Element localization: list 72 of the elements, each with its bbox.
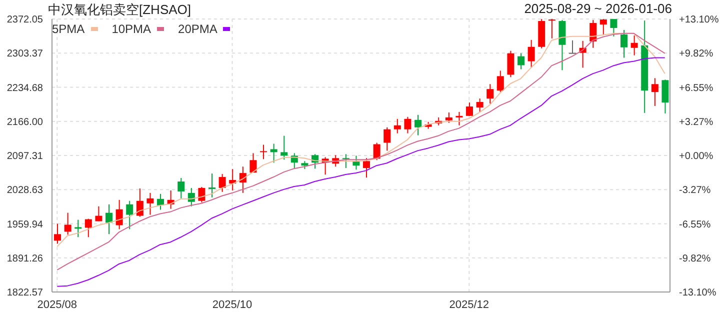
- candlestick: [157, 193, 164, 210]
- candlestick: [466, 102, 473, 116]
- candlestick: [352, 155, 360, 170]
- candlestick: [208, 173, 216, 198]
- x-tick-label: 2025/12: [449, 298, 490, 311]
- candlestick: [445, 112, 452, 124]
- candlestick: [342, 154, 350, 169]
- candlestick: [414, 114, 422, 136]
- candlestick: [270, 143, 278, 164]
- candlestick: [590, 20, 597, 48]
- candlestick: [558, 20, 566, 71]
- legend-label: 10PMA: [112, 22, 152, 36]
- y2-tick-label: +13.10%: [679, 14, 719, 26]
- candlestick: [610, 19, 618, 37]
- y2-tick-label: +6.55%: [679, 82, 714, 94]
- y2-tick-label: -9.82%: [679, 253, 711, 264]
- candlestick: [95, 206, 102, 222]
- candlestick: [456, 111, 463, 126]
- candlestick: [373, 142, 380, 161]
- candlestick: [384, 126, 391, 152]
- candlestick: [486, 84, 494, 104]
- x-tick-label: 2025/10: [212, 298, 252, 311]
- candlestick: [218, 174, 226, 192]
- candlestick: [394, 118, 401, 134]
- candlestick: [651, 78, 658, 106]
- candlestick: [74, 219, 82, 238]
- candlestick: [64, 212, 72, 236]
- candlestick: [84, 218, 92, 238]
- candlestick: [569, 40, 576, 54]
- candlestick: [476, 98, 484, 112]
- chart-title: 中汉氧化铝卖空[ZHSAO]: [48, 1, 192, 19]
- candlestick: [178, 178, 185, 199]
- y-tick-label: 2028.63: [6, 185, 44, 196]
- y-tick-label: 1822.57: [6, 288, 44, 299]
- y2-tick-label: +0.00%: [679, 151, 714, 162]
- x-tick-label: 2025/08: [37, 298, 78, 311]
- line-series: [56, 57, 666, 287]
- legend-label: 5PMA: [52, 22, 85, 36]
- y-tick-label: 2303.37: [6, 48, 44, 60]
- candlestick: [136, 188, 144, 218]
- candlestick: [106, 204, 112, 235]
- candlestick: [260, 144, 267, 160]
- y2-tick-label: +3.27%: [679, 116, 714, 128]
- candlestick: [363, 158, 370, 178]
- candlestick: [116, 199, 123, 230]
- candlestick: [620, 29, 628, 58]
- candlestick: [630, 34, 638, 56]
- y-tick-label: 1891.26: [6, 253, 44, 264]
- candlestick: [548, 19, 556, 39]
- y-tick-label: 2234.68: [6, 82, 44, 94]
- chart-subtitle: 2025-08-29 ~ 2026-01-06: [524, 1, 672, 16]
- candlestick: [528, 39, 535, 68]
- y2-tick-label: -13.10%: [679, 288, 716, 299]
- y-tick-label: 2097.31: [6, 151, 44, 162]
- y2-tick-label: -3.27%: [679, 185, 711, 196]
- candlestick: [54, 223, 61, 244]
- candlestick: [198, 186, 206, 203]
- legend-label: 20PMA: [178, 22, 218, 36]
- candlestick: [507, 50, 514, 78]
- candlestick: [280, 135, 288, 160]
- candlestick: [146, 192, 154, 216]
- y2-tick-label: -6.55%: [679, 219, 711, 230]
- y-tick-label: 1959.94: [6, 219, 44, 230]
- candlestick: [126, 200, 134, 230]
- y-tick-label: 2372.05: [6, 14, 44, 26]
- candlestick: [662, 79, 669, 114]
- candlestick: [600, 19, 607, 35]
- y2-tick-label: +9.82%: [679, 48, 714, 60]
- candlestick: [518, 52, 524, 70]
- y-tick-label: 2166.00: [6, 116, 44, 128]
- candlestick: [404, 116, 412, 134]
- candlestick: [496, 70, 504, 93]
